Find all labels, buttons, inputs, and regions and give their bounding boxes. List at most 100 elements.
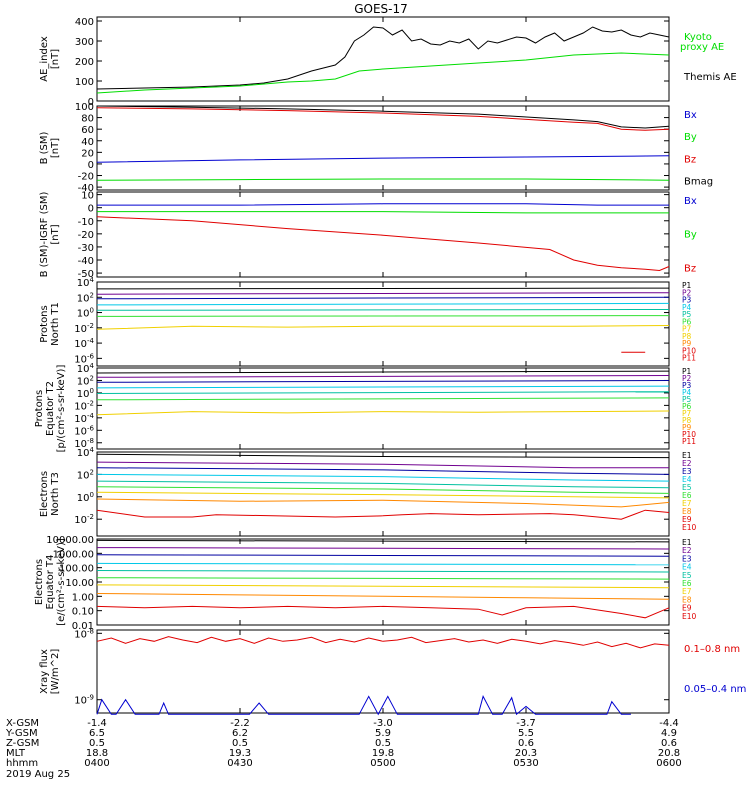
series-0-1-0-8-nm: [96, 636, 670, 649]
y-tick-label: 10000.00: [46, 535, 94, 546]
x-axis-value: 0.6: [518, 738, 534, 749]
legend-entry: By: [684, 132, 697, 143]
y-tick-label: 10: [81, 191, 94, 202]
x-axis-value: 5.5: [518, 728, 534, 739]
legend-entry: E1: [682, 451, 692, 460]
y-tick-label: 104: [77, 362, 95, 375]
series-bx: [96, 155, 670, 163]
legend-entry: P9: [682, 339, 692, 348]
y-tick-label: -40: [78, 256, 94, 267]
legend-entry: P10: [682, 430, 696, 439]
y-tick-label: 10-2: [74, 399, 94, 412]
y-axis-label-line: [nT]: [50, 224, 61, 244]
series-themis-ae: [96, 26, 670, 90]
legend-entry: E9: [682, 515, 692, 524]
y-tick-label: 10-4: [74, 412, 94, 425]
x-axis-value: 0.5: [89, 738, 105, 749]
y-tick-label: -30: [78, 243, 94, 254]
legend-entry: E4: [682, 475, 692, 484]
y-axis-label-line: Protons: [34, 390, 45, 427]
legend-entry: P6: [682, 317, 692, 326]
y-tick-label: 10-9: [74, 694, 94, 707]
series-p5: [96, 309, 670, 311]
y-axis-label-line: Equator T4: [45, 555, 56, 610]
panel-frame: [96, 105, 670, 191]
legend-entry: Bz: [684, 154, 696, 165]
legend-entry: proxy AE: [680, 42, 724, 53]
y-axis-label-line: Electrons: [39, 471, 50, 517]
series-e4: [96, 562, 670, 566]
x-axis-value: 0530: [513, 758, 538, 769]
y-tick-label: 100: [75, 77, 94, 88]
y-axis-label-line: AE_index: [39, 36, 50, 82]
x-axis-value: 20.3: [515, 748, 537, 759]
legend-entry: By: [684, 230, 697, 241]
y-tick-label: -20: [78, 172, 94, 183]
series-p3: [96, 296, 670, 300]
y-axis-label-line: [e/(cm²-s-sr-keV)]: [56, 538, 67, 626]
x-axis-value: 0.5: [232, 738, 248, 749]
panel-frame: [96, 367, 670, 450]
y-axis-label-line: Electrons: [34, 559, 45, 605]
y-axis-label-line: [W/m^2]: [50, 649, 61, 695]
y-tick-label: 10.00: [65, 578, 94, 589]
series-bz: [96, 216, 670, 272]
legend-entry: E1: [682, 538, 692, 547]
legend-entry: E7: [682, 587, 692, 596]
x-axis-value: 4.9: [661, 728, 677, 739]
legend-entry: P11: [682, 437, 696, 446]
legend-entry: E4: [682, 563, 692, 572]
legend-entry: E9: [682, 604, 692, 613]
legend-entry: P9: [682, 423, 692, 432]
y-tick-label: 0: [88, 160, 94, 171]
x-axis-row-label: X-GSM: [6, 718, 39, 729]
panel-frame: [96, 538, 670, 626]
legend-entry: Bx: [684, 196, 697, 207]
series-p6: [96, 315, 670, 317]
legend-entry: E7: [682, 499, 692, 508]
y-axis-label-line: [p/(cm²-s-sr-keV)]: [56, 365, 67, 453]
y-tick-label: 102: [77, 374, 94, 387]
series-p6: [96, 397, 670, 401]
panel-xray: 10-8 10-9 Xray flux [W/m^2] 0.1–0.8 nm 0.05–0…: [39, 627, 746, 716]
legend-entry: P3: [682, 296, 692, 305]
x-axis-row-label: Y-GSM: [5, 728, 38, 739]
x-axis-value: 0500: [370, 758, 395, 769]
legend-entry: E10: [682, 612, 697, 621]
series-p3: [96, 380, 670, 383]
legend-entry: E6: [682, 491, 692, 500]
series-by: [97, 211, 669, 214]
series-e7: [96, 491, 670, 499]
y-tick-label: -40: [78, 183, 94, 194]
y-axis-label-line: Equator T2: [45, 381, 56, 436]
x-axis-row-label: MLT: [6, 748, 26, 759]
legend-entry: P11: [682, 354, 696, 363]
plot-title: GOES-17: [354, 2, 408, 16]
legend-bsm: Bx By Bz Bmag: [684, 110, 713, 188]
legend-entry: P8: [682, 332, 692, 341]
series-e8: [96, 593, 670, 600]
x-axis-value: -3.0: [373, 718, 393, 729]
legend-entry: P10: [682, 346, 696, 355]
y-tick-label: 100: [77, 307, 94, 320]
legend-entry: 0.05–0.4 nm: [684, 684, 746, 695]
legend-entry: P6: [682, 402, 692, 411]
x-axis-value: 18.8: [86, 748, 108, 759]
y-tick-label: 100: [77, 387, 94, 400]
series-p2: [96, 375, 670, 378]
legend-entry: Kyoto: [684, 32, 712, 43]
series-e7: [96, 584, 670, 589]
y-tick-label: 0: [88, 204, 94, 215]
x-axis-value: 0600: [656, 758, 681, 769]
